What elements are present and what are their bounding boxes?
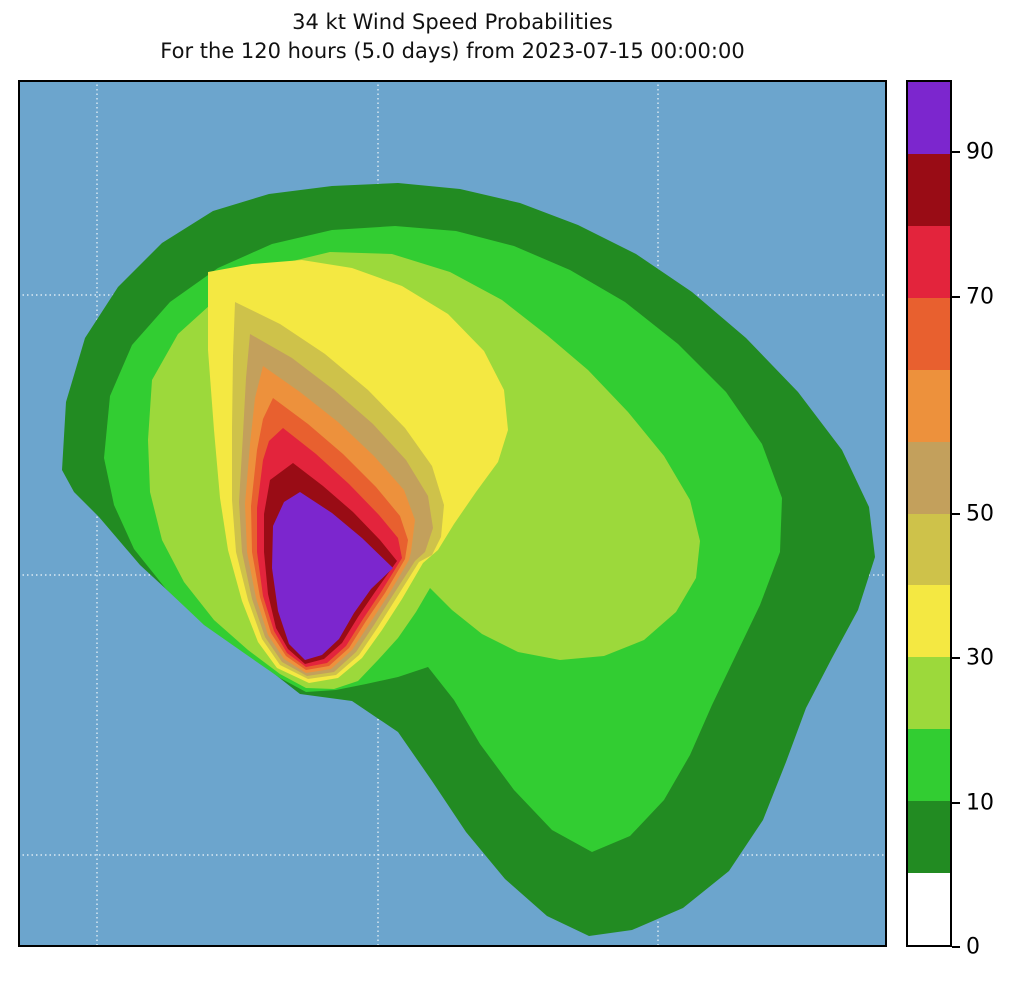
colorbar-band-80-90 <box>908 153 950 226</box>
colorbar-tick-label: 10 <box>966 790 994 815</box>
colorbar-tick-label: 0 <box>966 934 980 960</box>
colorbar-tick-mark <box>952 512 960 515</box>
colorbar-ticks: 0 10 30 50 70 90 <box>952 80 1024 960</box>
colorbar-band-5-10 <box>908 800 950 874</box>
colorbar-band-50-60 <box>908 441 950 514</box>
contour-ge-90pct <box>272 492 393 660</box>
colorbar-tick-label: 70 <box>966 284 994 310</box>
colorbar-band-10-20 <box>908 728 950 802</box>
colorbar-band-70-80 <box>908 225 950 298</box>
plot-border <box>18 80 887 947</box>
chart-title: 34 kt Wind Speed Probabilities For the 1… <box>18 8 887 66</box>
colorbar-tick-mark <box>952 151 960 154</box>
colorbar-tick-label: 90 <box>966 139 994 165</box>
colorbar-band-40-50 <box>908 513 950 586</box>
colorbar-tick-mark <box>952 295 960 298</box>
colorbar-tick-label: 50 <box>966 501 994 526</box>
colorbar-band-0-5 <box>908 872 950 945</box>
colorbar-tick-mark <box>952 801 960 804</box>
colorbar-band-30-40 <box>908 585 950 658</box>
colorbar-tick-mark <box>952 946 960 948</box>
colorbar-tick-label: 30 <box>966 645 994 671</box>
colorbar-band-60-65 <box>908 369 950 442</box>
colorbar <box>906 80 952 947</box>
chart-title-line2: For the 120 hours (5.0 days) from 2023-0… <box>160 39 745 63</box>
colorbar-band-90-100 <box>908 81 950 154</box>
chart-title-line1: 34 kt Wind Speed Probabilities <box>292 10 613 34</box>
colorbar-band-20-30 <box>908 656 950 730</box>
colorbar-tick-mark <box>952 657 960 659</box>
probability-map <box>18 80 887 947</box>
colorbar-band-65-70 <box>908 297 950 370</box>
